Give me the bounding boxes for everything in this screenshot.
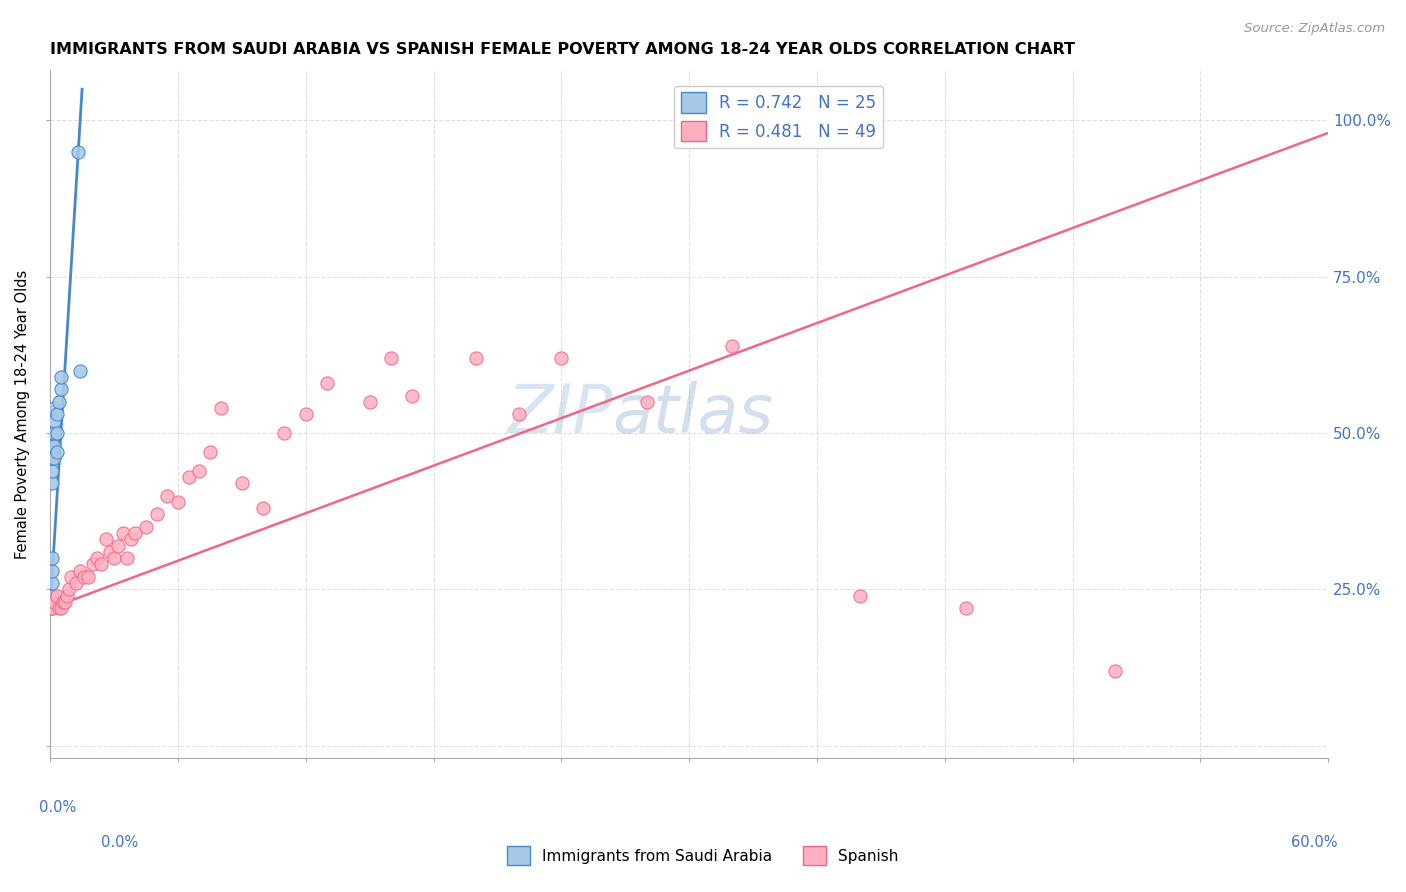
Point [720,338,742,352]
Point [41,433,63,447]
Point [69,564,91,578]
Point [550,351,572,365]
Y-axis label: Female Poverty Among 18-24 Year Olds: Female Poverty Among 18-24 Year Olds [15,269,30,559]
Point [115,551,138,566]
Point [41,551,63,566]
Point [41,601,63,615]
Point [401,389,423,403]
Point [98,545,121,559]
Point [955,601,977,615]
Point [636,395,658,409]
Point [41,476,63,491]
Point [198,445,221,459]
Point [77,570,100,584]
Point [103,551,125,566]
Legend: Immigrants from Saudi Arabia, Spanish: Immigrants from Saudi Arabia, Spanish [501,840,905,871]
Point [49,601,72,615]
Point [124,526,146,541]
Point [1104,664,1126,678]
Point [107,539,129,553]
Point [231,476,253,491]
Point [41,589,63,603]
Point [45,426,67,441]
Point [41,445,63,459]
Text: 60.0%: 60.0% [1291,836,1339,850]
Point [58,582,80,597]
Point [45,589,67,603]
Point [73,570,96,584]
Point [48,601,70,615]
Point [359,395,381,409]
Point [86,551,108,566]
Point [156,489,179,503]
Point [66,145,89,159]
Point [44,595,66,609]
Point [44,439,66,453]
Text: atlas: atlas [613,382,773,448]
Point [90,558,112,572]
Point [44,401,66,416]
Point [41,576,63,591]
Point [41,439,63,453]
Point [848,589,870,603]
Point [69,363,91,377]
Point [188,464,211,478]
Point [508,408,530,422]
Point [82,558,104,572]
Text: 0.0%: 0.0% [101,836,138,850]
Point [48,395,70,409]
Point [60,570,83,584]
Point [294,408,316,422]
Point [167,495,190,509]
Point [44,451,66,466]
Point [465,351,488,365]
Point [45,445,67,459]
Text: ZIP: ZIP [508,382,613,448]
Point [111,526,134,541]
Point [145,508,167,522]
Text: Source: ZipAtlas.com: Source: ZipAtlas.com [1244,22,1385,36]
Point [94,533,117,547]
Point [41,464,63,478]
Point [41,451,63,466]
Point [135,520,157,534]
Point [120,533,142,547]
Point [252,501,274,516]
Point [56,589,79,603]
Point [45,408,67,422]
Point [209,401,232,416]
Point [44,414,66,428]
Point [177,470,200,484]
Point [41,426,63,441]
Text: 0.0%: 0.0% [39,799,77,814]
Point [49,369,72,384]
Point [316,376,339,391]
Text: IMMIGRANTS FROM SAUDI ARABIA VS SPANISH FEMALE POVERTY AMONG 18-24 YEAR OLDS COR: IMMIGRANTS FROM SAUDI ARABIA VS SPANISH … [51,42,1076,57]
Point [273,426,295,441]
Point [44,426,66,441]
Point [53,595,76,609]
Legend: R = 0.742   N = 25, R = 0.481   N = 49: R = 0.742 N = 25, R = 0.481 N = 49 [675,86,883,148]
Point [380,351,402,365]
Point [49,383,72,397]
Point [65,576,87,591]
Point [41,564,63,578]
Point [52,595,75,609]
Point [41,601,63,615]
